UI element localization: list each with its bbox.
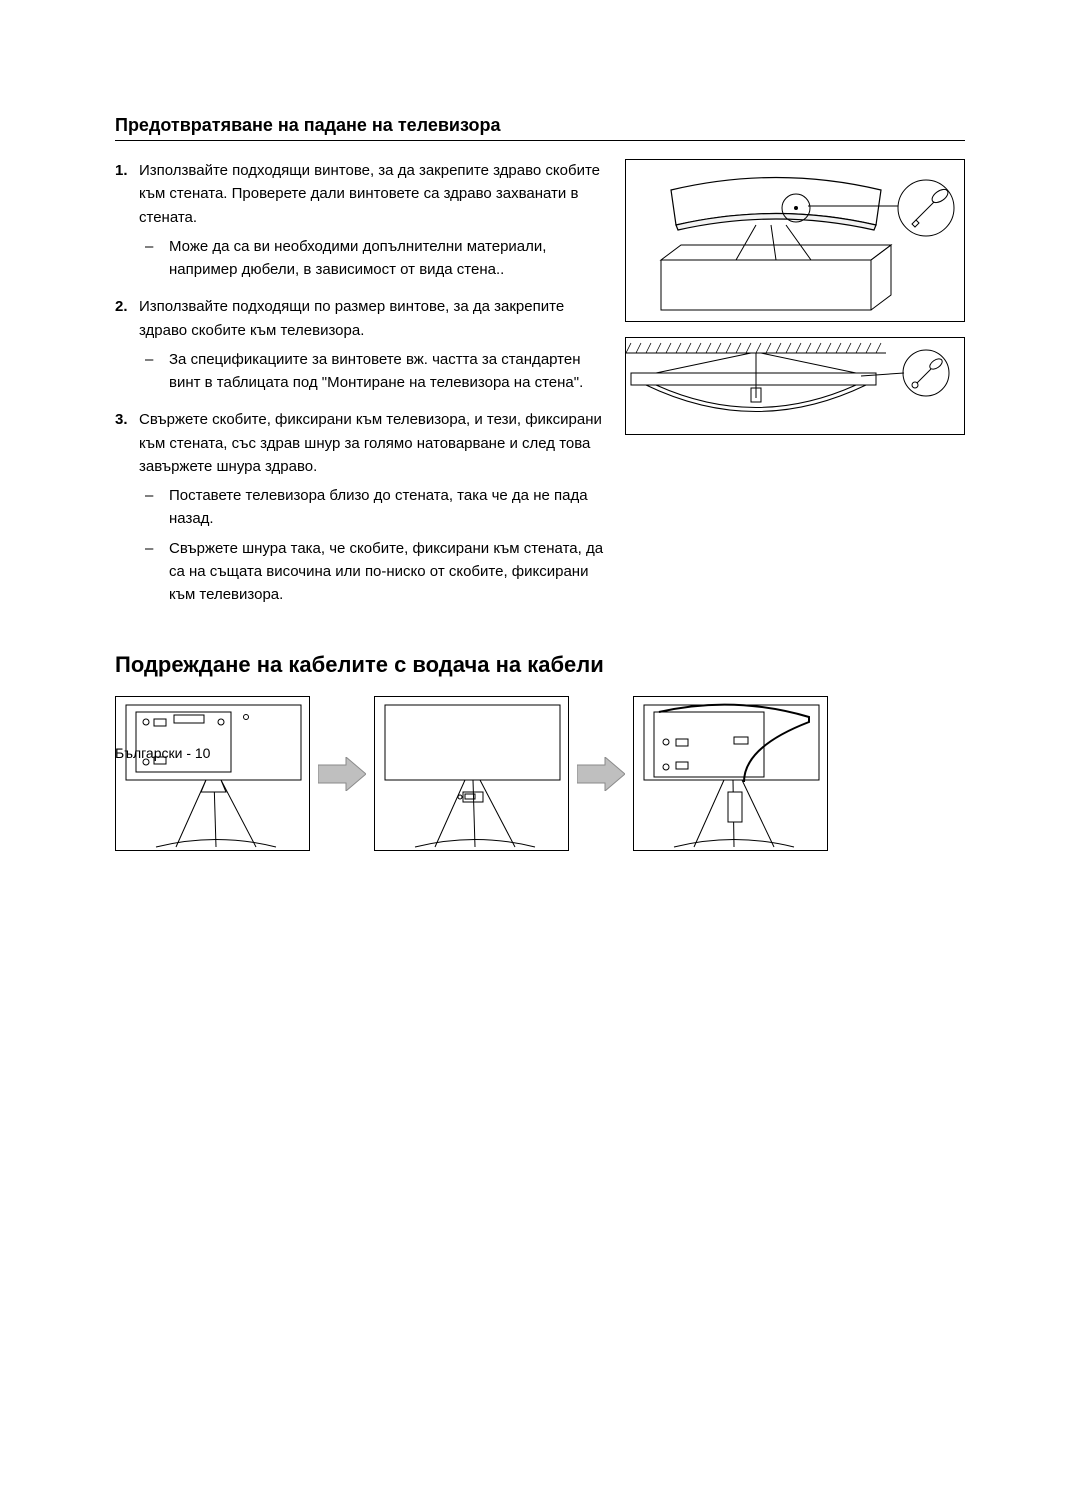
cable-figure-1 — [115, 696, 310, 851]
step-2: 2. Използвайте подходящи по размер винто… — [115, 295, 605, 400]
cable-figure-2 — [374, 696, 569, 851]
step-text: Използвайте подходящи по размер винтове,… — [139, 298, 564, 338]
step-sub: Може да са ви необходими допълнителни ма… — [169, 235, 605, 282]
figure-column — [625, 159, 965, 620]
page-footer: Български - 10 — [115, 745, 210, 761]
step-1: 1. Използвайте подходящи винтове, за да … — [115, 159, 605, 287]
step-sub: За спецификациите за винтовете вж. частт… — [169, 348, 605, 395]
step-number: 3. — [115, 408, 139, 612]
subsection-heading: Подреждане на кабелите с водача на кабел… — [115, 652, 965, 678]
tv-box-illustration-icon — [626, 160, 966, 323]
instructions-column: 1. Използвайте подходящи винтове, за да … — [115, 159, 605, 620]
content-row: 1. Използвайте подходящи винтове, за да … — [115, 159, 965, 620]
figure-wall-bracket — [625, 337, 965, 435]
step-number: 2. — [115, 295, 139, 400]
step-3: 3. Свържете скобите, фиксирани към телев… — [115, 408, 605, 612]
step-sub: Свържете шнура така, че скобите, фиксира… — [169, 537, 605, 607]
cable-figure-3 — [633, 696, 828, 851]
step-sub: Поставете телевизора близо до стената, т… — [169, 484, 605, 531]
section-heading: Предотвратяване на падане на телевизора — [115, 115, 965, 141]
figure-tv-on-box — [625, 159, 965, 322]
cable-figure-row — [115, 696, 965, 851]
cable-step1-icon — [116, 697, 311, 852]
step-text: Използвайте подходящи винтове, за да зак… — [139, 162, 600, 226]
arrow-right-icon — [318, 757, 366, 791]
cable-step3-icon — [634, 697, 829, 852]
step-text: Свържете скобите, фиксирани към телевизо… — [139, 411, 602, 475]
numbered-steps: 1. Използвайте подходящи винтове, за да … — [115, 159, 605, 612]
cable-step2-icon — [375, 697, 570, 852]
arrow-right-icon — [577, 757, 625, 791]
step-number: 1. — [115, 159, 139, 287]
wall-bracket-illustration-icon — [626, 338, 966, 436]
